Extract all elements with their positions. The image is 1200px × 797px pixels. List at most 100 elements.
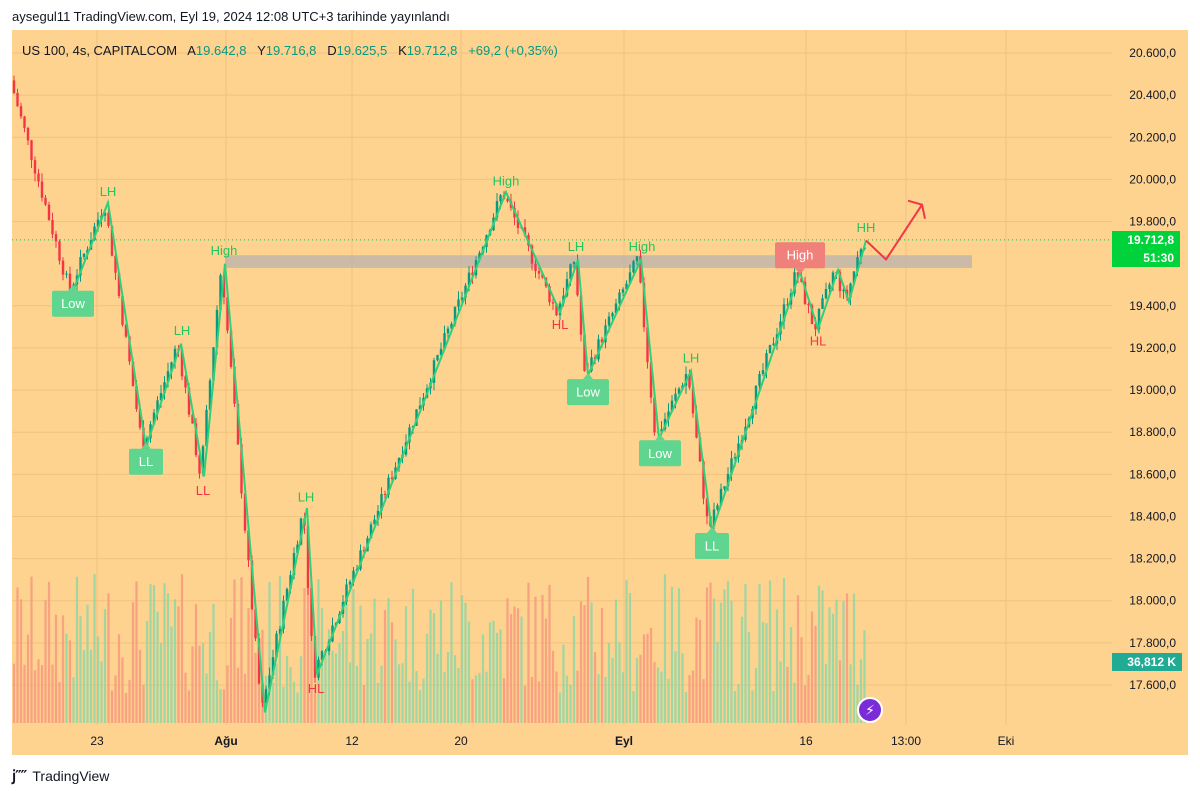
resistance-zone-layer bbox=[12, 239, 1112, 268]
candle-body bbox=[761, 370, 765, 374]
volume-bar bbox=[387, 598, 390, 723]
candle-body bbox=[817, 308, 821, 330]
volume-bar bbox=[205, 673, 208, 723]
candle-body bbox=[600, 339, 604, 343]
volume-bar bbox=[569, 684, 572, 723]
volume-bar bbox=[765, 623, 768, 723]
last-price-value: 19.712,8 bbox=[1127, 233, 1174, 247]
candle-body bbox=[516, 217, 520, 229]
volume-bar bbox=[278, 575, 282, 723]
pivot-label-text: HL bbox=[810, 334, 827, 349]
candle-body bbox=[579, 295, 583, 335]
candle-body bbox=[467, 272, 471, 286]
candle-body bbox=[418, 405, 422, 410]
tradingview-logo[interactable]: 𝗃⁗ TradingView bbox=[12, 767, 109, 785]
volume-bar bbox=[117, 634, 121, 723]
candle-body bbox=[772, 343, 775, 345]
candle-body bbox=[831, 272, 835, 285]
volume-bar bbox=[716, 641, 719, 723]
candle-body bbox=[205, 409, 208, 447]
volume-bar bbox=[698, 619, 702, 723]
candle-body bbox=[824, 289, 828, 299]
candle-body bbox=[852, 271, 856, 284]
volume-bar bbox=[303, 588, 306, 723]
candle-body bbox=[628, 272, 632, 284]
volume-bar bbox=[135, 581, 138, 723]
candle-body bbox=[79, 256, 82, 276]
high-label: Y bbox=[257, 43, 266, 58]
volume-bar bbox=[275, 663, 278, 723]
candle-body bbox=[23, 116, 26, 129]
volume-bar bbox=[299, 656, 303, 723]
candle-body bbox=[716, 505, 719, 510]
candle-body bbox=[464, 285, 467, 298]
volume-bar bbox=[565, 675, 569, 723]
volume-bar bbox=[121, 657, 124, 723]
volume-bar bbox=[611, 657, 614, 723]
volume-bar bbox=[334, 653, 338, 723]
volume-bar bbox=[516, 608, 520, 723]
candle-body bbox=[625, 283, 628, 290]
volume-bar bbox=[390, 622, 394, 723]
candle-body bbox=[695, 413, 698, 438]
time-axis[interactable] bbox=[12, 725, 1188, 755]
volume-bar bbox=[331, 650, 334, 723]
time-tick-label: Eyl bbox=[615, 734, 633, 748]
volume-bar bbox=[397, 664, 401, 723]
lightning-icon[interactable]: ⚡ bbox=[857, 697, 883, 723]
candle-body bbox=[243, 493, 247, 531]
volume-bar bbox=[488, 622, 492, 723]
volume-bar bbox=[418, 690, 422, 723]
candle-body bbox=[268, 675, 271, 689]
volume-bar bbox=[12, 663, 16, 723]
candle-body bbox=[93, 226, 96, 241]
pivot-label-bg bbox=[52, 290, 94, 317]
volume-bar bbox=[289, 667, 292, 723]
pivot-label-bg bbox=[775, 242, 825, 269]
volume-bar bbox=[695, 617, 698, 723]
low-value: 19.625,5 bbox=[336, 43, 388, 58]
volume-bar bbox=[761, 621, 765, 723]
volume-bar bbox=[149, 584, 152, 723]
price-tick-label: 18.000,0 bbox=[1129, 594, 1176, 608]
volume-bar bbox=[16, 587, 19, 723]
candle-body bbox=[219, 275, 222, 310]
candle-body bbox=[768, 344, 772, 354]
volume-bar bbox=[618, 642, 621, 723]
candle-body bbox=[247, 530, 250, 561]
volume-bar bbox=[544, 618, 548, 723]
candle-body bbox=[156, 400, 159, 413]
volume-bar bbox=[537, 681, 541, 723]
volume-bar bbox=[541, 595, 544, 723]
volume-bar bbox=[702, 679, 705, 723]
candle-body bbox=[58, 241, 61, 261]
candle-body bbox=[635, 256, 639, 262]
volume-bar bbox=[345, 604, 348, 723]
volume-bar bbox=[432, 613, 436, 723]
volume-bar bbox=[782, 578, 786, 723]
pivot-label-text: High bbox=[787, 248, 814, 263]
volume-bar bbox=[649, 627, 653, 723]
candle-body bbox=[719, 488, 723, 506]
volume-bar bbox=[775, 609, 779, 723]
candle-body bbox=[61, 260, 65, 275]
pivot-label-text: HL bbox=[552, 317, 569, 332]
volume-bar bbox=[691, 670, 695, 723]
candle-body bbox=[607, 316, 611, 326]
volume-bar bbox=[114, 675, 117, 723]
candle-body bbox=[387, 477, 390, 495]
volume-bar bbox=[96, 636, 100, 723]
pivot-label-pointer bbox=[583, 373, 593, 380]
volume-bar bbox=[646, 633, 649, 723]
candle-body bbox=[803, 281, 807, 305]
volume-bar bbox=[450, 582, 453, 723]
volume-bar bbox=[128, 679, 131, 723]
volume-bar bbox=[61, 615, 65, 723]
candle-body bbox=[54, 234, 58, 242]
candle-body bbox=[236, 403, 240, 445]
candle-body bbox=[26, 128, 30, 141]
volume-bar bbox=[824, 663, 828, 723]
volume-bar bbox=[600, 607, 604, 723]
volume-bar bbox=[499, 629, 502, 723]
price-axis[interactable] bbox=[1112, 30, 1188, 725]
